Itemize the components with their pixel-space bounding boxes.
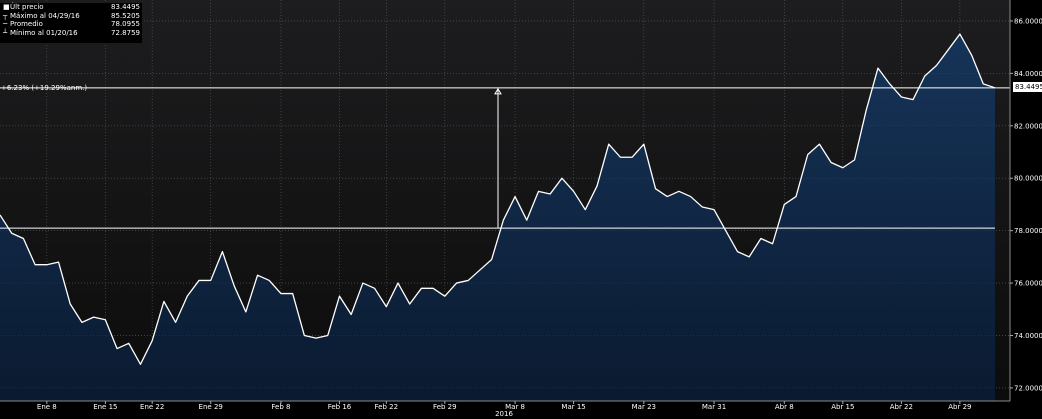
max-marker-icon: ┬ [3,11,8,20]
x-tick-label: Feb 8 [271,403,290,411]
x-tick-label: Mar 15 [561,403,585,411]
vertical-gridlines [46,0,961,401]
min-marker-icon: ┴ [3,28,8,37]
x-tick-label: Feb 16 [328,403,352,411]
x-tick-label: Feb 29 [433,403,457,411]
x-tick-label: Mar 23 [632,403,656,411]
x-tick-label: Ene 15 [93,403,117,411]
legend-item-average: ─ Promedio 78.0955 [3,20,140,28]
x-tick-label: Feb 22 [375,403,399,411]
x-tick-label: Abr 22 [890,403,913,411]
x-tick-label: Abr 15 [831,403,854,411]
legend-value: 85.5205 [111,11,140,20]
square-icon: ■ [3,3,10,11]
price-area [0,34,995,401]
legend: ■ Últ precio 83.4495 ┬ Máximo al 04/29/16 … [0,3,142,43]
x-axis-ticks: Ene 8 Ene 15 Ene 22 Ene 29 Feb 8 Feb 16 Feb 22… [37,401,972,411]
last-price-tag: 83.4495 [1013,82,1042,92]
y-tick-label: 74.0000 [1014,332,1042,340]
y-tick-label: 84.0000 [1014,70,1042,78]
x-tick-label: Mar 8 [505,403,525,411]
y-tick-label: 78.0000 [1014,227,1042,235]
legend-value: 83.4495 [111,3,140,11]
x-tick-label: Ene 29 [199,403,223,411]
x-tick-label: Abr 29 [948,403,971,411]
y-tick-label: 80.0000 [1014,175,1042,183]
price-line [0,33,996,365]
x-tick-label: Ene 22 [140,403,164,411]
change-annotation: +6.23% (+19.29%anm.) [1,84,88,92]
line-icon: ─ [3,20,8,28]
change-arrow-head [494,87,502,95]
y-tick-label: 76.0000 [1014,280,1042,288]
legend-item-max: ┬ Máximo al 04/29/16 85.5205 [3,11,140,20]
legend-value: 72.8759 [111,28,140,37]
x-axis-label: 2016 [495,410,513,418]
y-tick-label: 72.0000 [1014,384,1042,392]
y-axis-ticks: 72.0000 74.0000 76.0000 78.0000 80.0000 82.00… [1010,17,1042,392]
legend-item-last-price: ■ Últ precio 83.4495 [3,3,140,11]
x-tick-label: Mar 31 [702,403,726,411]
y-tick-label: 82.0000 [1014,122,1042,130]
x-tick-label: Ene 8 [37,403,57,411]
y-tick-label: 86.0000 [1014,17,1042,25]
legend-item-min: ┴ Mínimo al 01/20/16 72.8759 [3,28,140,37]
horizontal-gridlines-over-area [0,20,1010,389]
x-tick-label: Abr 8 [775,403,794,411]
legend-value: 78.0955 [111,20,140,28]
